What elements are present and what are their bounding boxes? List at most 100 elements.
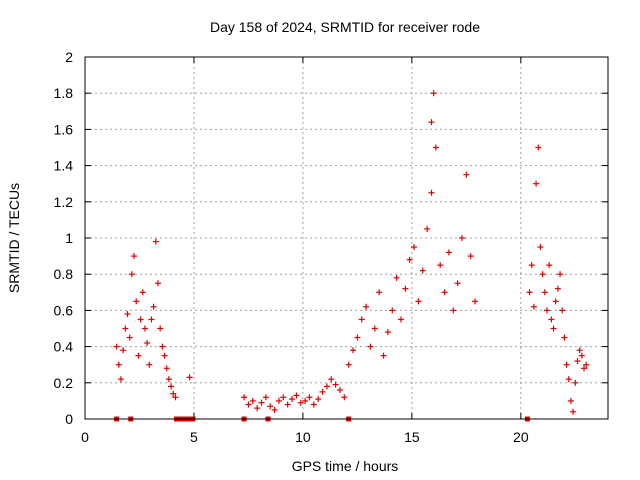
data-point: [289, 396, 296, 403]
data-point: [133, 298, 140, 305]
data-point: [354, 334, 361, 341]
data-point: [576, 347, 583, 354]
data-point: [155, 280, 162, 287]
data-point: [415, 298, 422, 305]
y-tick-label: 1: [65, 230, 73, 246]
y-tick-label: 1.6: [54, 121, 74, 137]
data-point: [161, 352, 168, 359]
data-point: [541, 289, 548, 296]
data-point: [533, 180, 540, 187]
data-point: [581, 365, 588, 372]
data-point: [323, 383, 330, 390]
data-point: [450, 307, 457, 314]
data-point: [384, 329, 391, 336]
data-point: [159, 343, 166, 350]
data-point: [170, 390, 177, 397]
data-point: [578, 352, 585, 359]
data-point: [262, 394, 269, 401]
data-point: [336, 387, 343, 394]
data-point: [563, 361, 570, 368]
data-point: [567, 397, 574, 404]
y-tick-label: 0.6: [54, 302, 74, 318]
data-point: [139, 289, 146, 296]
data-point: [315, 396, 322, 403]
data-point: [131, 253, 138, 260]
y-tick-label: 1.8: [54, 85, 74, 101]
y-axis-title: SRMTID / TECUs: [6, 183, 22, 293]
data-point: [165, 376, 172, 383]
data-point: [148, 316, 155, 323]
x-tick-label: 5: [190, 429, 198, 445]
data-point: [284, 401, 291, 408]
data-point: [557, 271, 564, 278]
data-point: [163, 365, 170, 372]
data-point: [186, 374, 193, 381]
y-tick-label: 2: [65, 49, 73, 65]
data-point: [319, 388, 326, 395]
data-point: [393, 274, 400, 281]
data-point: [168, 383, 175, 390]
data-point: [467, 253, 474, 260]
y-tick-label: 0.2: [54, 375, 74, 391]
grid: [85, 57, 608, 419]
data-point: [332, 381, 339, 388]
data-point: [554, 285, 561, 292]
data-point: [293, 392, 300, 399]
data-point: [280, 394, 287, 401]
data-point: [543, 307, 550, 314]
data-point: [458, 235, 465, 241]
data-point: [172, 394, 179, 401]
data-point: [535, 144, 542, 151]
data-points: [113, 90, 590, 415]
data-point: [241, 394, 248, 401]
data-point: [358, 316, 365, 323]
x-tick-label: 20: [513, 429, 529, 445]
data-point: [424, 225, 431, 232]
data-point: [297, 399, 304, 406]
data-point: [572, 379, 579, 386]
data-point: [371, 325, 378, 332]
x-axis-title: GPS time / hours: [292, 458, 399, 474]
data-point: [150, 303, 157, 310]
data-point: [328, 376, 335, 383]
x-tick-label: 10: [295, 429, 311, 445]
data-point: [441, 289, 448, 296]
data-point: [526, 289, 533, 296]
data-point: [539, 271, 546, 278]
data-point: [363, 303, 370, 310]
data-point: [271, 406, 278, 413]
data-point: [528, 262, 535, 269]
data-point: [267, 403, 274, 410]
data-point: [306, 394, 313, 401]
data-point: [376, 289, 383, 296]
data-point: [550, 325, 557, 332]
y-tick-label: 1.4: [54, 158, 74, 174]
data-point: [419, 267, 426, 274]
data-point: [341, 394, 348, 401]
y-tick-label: 0: [65, 411, 73, 427]
data-point: [258, 399, 265, 406]
data-point: [152, 238, 159, 245]
data-point: [552, 298, 559, 305]
data-point: [350, 347, 357, 354]
data-point: [254, 405, 261, 412]
y-tick-label: 0.8: [54, 266, 74, 282]
data-point: [402, 285, 409, 292]
data-point: [146, 361, 153, 368]
data-point: [546, 262, 553, 269]
data-point: [445, 249, 452, 256]
data-point: [117, 376, 124, 383]
chart-title: Day 158 of 2024, SRMTID for receiver rod…: [210, 19, 480, 35]
data-point: [245, 401, 252, 408]
data-point: [411, 244, 418, 251]
data-point: [144, 339, 151, 346]
data-point: [537, 244, 544, 251]
tick-labels: 00.20.40.60.811.21.41.61.820 5 10 15 20: [54, 49, 529, 445]
ticks: [84, 56, 608, 420]
data-point: [380, 352, 387, 359]
data-point: [389, 307, 396, 314]
data-point: [275, 397, 282, 404]
data-point: [113, 343, 120, 350]
data-point: [367, 343, 374, 350]
data-point: [157, 325, 164, 332]
